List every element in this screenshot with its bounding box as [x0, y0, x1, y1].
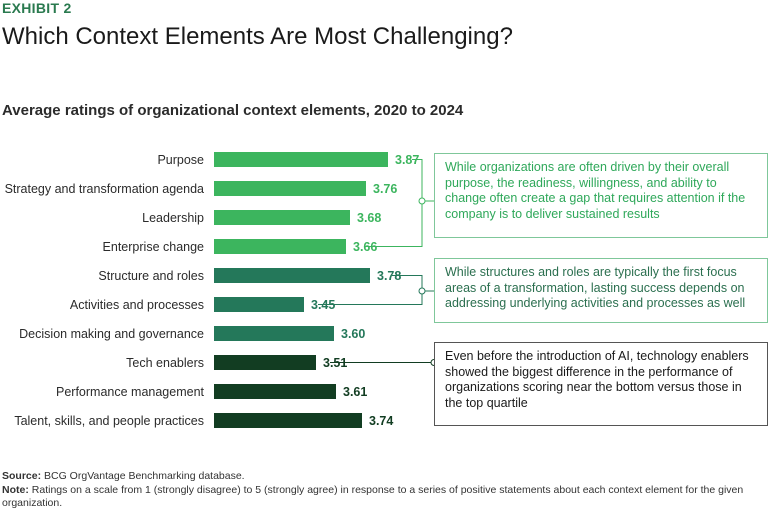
value-label: 3.60	[341, 327, 365, 341]
category-label: Decision making and governance	[19, 327, 204, 341]
value-label: 3.74	[369, 414, 393, 428]
value-label: 3.66	[353, 240, 377, 254]
category-label: Purpose	[157, 153, 204, 167]
callout-purpose: While organizations are often driven by …	[434, 153, 768, 238]
bar	[214, 210, 350, 225]
category-label: Tech enablers	[126, 356, 204, 370]
value-label: 3.78	[377, 269, 401, 283]
bar	[214, 384, 336, 399]
category-label: Performance management	[56, 385, 205, 399]
value-label: 3.76	[373, 182, 397, 196]
category-label: Activities and processes	[70, 298, 204, 312]
category-label: Enterprise change	[103, 240, 205, 254]
category-label: Structure and roles	[98, 269, 204, 283]
callout-structure: While structures and roles are typically…	[434, 258, 768, 323]
note-text: Ratings on a scale from 1 (strongly disa…	[2, 484, 744, 509]
source-text: BCG OrgVantage Benchmarking database.	[44, 470, 245, 482]
bar	[214, 181, 366, 196]
footnote: Note: Ratings on a scale from 1 (strongl…	[2, 484, 762, 510]
bar	[214, 152, 388, 167]
connector-dot	[418, 197, 426, 205]
connector-dot	[418, 287, 426, 295]
bar	[214, 297, 304, 312]
value-label: 3.68	[357, 211, 381, 225]
note-label: Note:	[2, 484, 29, 496]
bar	[214, 413, 362, 428]
category-label: Strategy and transformation agenda	[5, 182, 204, 196]
bar	[214, 326, 334, 341]
value-label: 3.87	[395, 153, 419, 167]
bar	[214, 355, 316, 370]
bar	[214, 239, 346, 254]
page-title: Which Context Elements Are Most Challeng…	[2, 23, 513, 50]
category-label: Leadership	[142, 211, 204, 225]
source-note: Source: BCG OrgVantage Benchmarking data…	[2, 470, 245, 483]
bar	[214, 268, 370, 283]
source-label: Source:	[2, 470, 42, 482]
category-label: Talent, skills, and people practices	[14, 414, 204, 428]
callout-tech: Even before the introduction of AI, tech…	[434, 342, 768, 426]
exhibit-label: EXHIBIT 2	[2, 0, 72, 16]
bracket-1	[366, 159, 423, 247]
value-label: 3.61	[343, 385, 367, 399]
chart-title: Average ratings of organizational contex…	[2, 102, 464, 119]
